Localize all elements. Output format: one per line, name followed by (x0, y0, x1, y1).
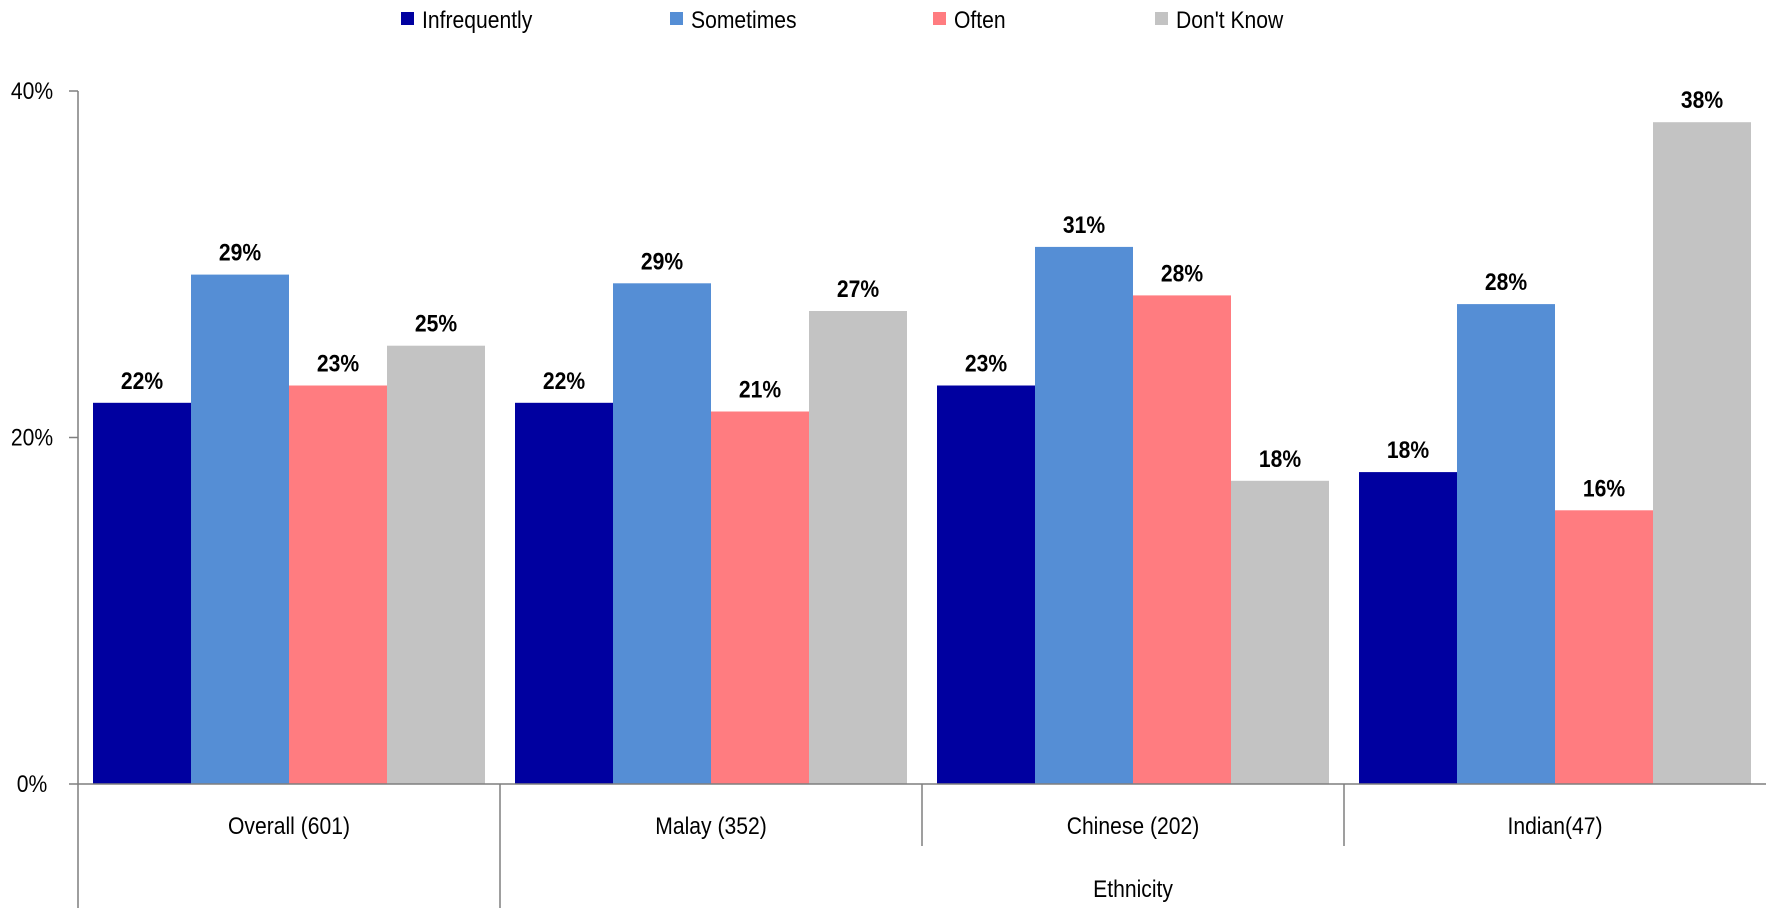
x-axis-categories: Overall (601) Malay (352) Chinese (202) Ind… (228, 784, 1603, 908)
data-labels: 22% 29% 23% 25% 22% 29% 21% 27% 23% 31% 28% 18% 18% 2… (121, 87, 1723, 502)
category-label-indian-47: Indian(47) (1507, 813, 1602, 840)
legend-swatch-often (933, 12, 946, 25)
data-label-malay-352-sometimes: 29% (641, 248, 683, 275)
legend-swatch-infrequently (401, 12, 414, 25)
data-label-chinese-202-don-t-know: 18% (1259, 446, 1301, 473)
legend-swatch-sometimes (670, 12, 683, 25)
category-label-malay-352: Malay (352) (655, 813, 766, 840)
data-label-overall-601-often: 23% (317, 350, 359, 377)
bar-overall-601-often (289, 385, 387, 784)
data-label-overall-601-don-t-know: 25% (415, 310, 457, 337)
legend-label-sometimes: Sometimes (691, 7, 797, 34)
bar-overall-601-sometimes (191, 274, 289, 784)
data-label-overall-601-sometimes: 29% (219, 239, 261, 266)
y-tick-label: 40% (11, 78, 53, 105)
bar-malay-352-often (711, 411, 809, 784)
legend: Infrequently Sometimes Often Don't Know (401, 7, 1284, 34)
data-label-malay-352-often: 21% (739, 376, 781, 403)
y-tick-label: 0% (17, 771, 48, 798)
y-tick-label: 20% (11, 424, 53, 451)
bar-indian-47-often (1555, 510, 1653, 784)
legend-label-don-t-know: Don't Know (1176, 7, 1284, 34)
bar-malay-352-infrequently (515, 402, 613, 784)
bar-chinese-202-often (1133, 295, 1231, 784)
y-axis-ticks: 0% 20% 40% (11, 78, 78, 798)
legend-label-often: Often (954, 7, 1006, 34)
legend-label-infrequently: Infrequently (422, 7, 533, 34)
data-label-indian-47-sometimes: 28% (1485, 269, 1527, 296)
bar-indian-47-sometimes (1457, 304, 1555, 784)
legend-swatch-don-t-know (1155, 12, 1168, 25)
group-label-ethnicity: Ethnicity (1093, 876, 1173, 903)
bar-chinese-202-infrequently (937, 385, 1035, 784)
bar-chinese-202-don-t-know (1231, 480, 1329, 784)
bar-malay-352-don-t-know (809, 311, 907, 784)
data-label-chinese-202-sometimes: 31% (1063, 212, 1105, 239)
bar-chinese-202-sometimes (1035, 246, 1133, 784)
data-label-malay-352-infrequently: 22% (543, 368, 585, 395)
data-label-indian-47-infrequently: 18% (1387, 437, 1429, 464)
bar-indian-47-infrequently (1359, 472, 1457, 784)
data-label-overall-601-infrequently: 22% (121, 368, 163, 395)
data-label-indian-47-don-t-know: 38% (1681, 87, 1723, 114)
bar-malay-352-sometimes (613, 283, 711, 784)
x-axis-groups: Ethnicity (1093, 876, 1173, 903)
data-label-chinese-202-infrequently: 23% (965, 350, 1007, 377)
bar-indian-47-don-t-know (1653, 122, 1751, 784)
data-label-malay-352-don-t-know: 27% (837, 276, 879, 303)
data-label-chinese-202-often: 28% (1161, 260, 1203, 287)
data-label-indian-47-often: 16% (1583, 475, 1625, 502)
bars (93, 122, 1751, 784)
bar-overall-601-infrequently (93, 402, 191, 784)
bar-overall-601-don-t-know (387, 345, 485, 784)
category-label-overall-601: Overall (601) (228, 813, 350, 840)
category-label-chinese-202: Chinese (202) (1067, 813, 1200, 840)
